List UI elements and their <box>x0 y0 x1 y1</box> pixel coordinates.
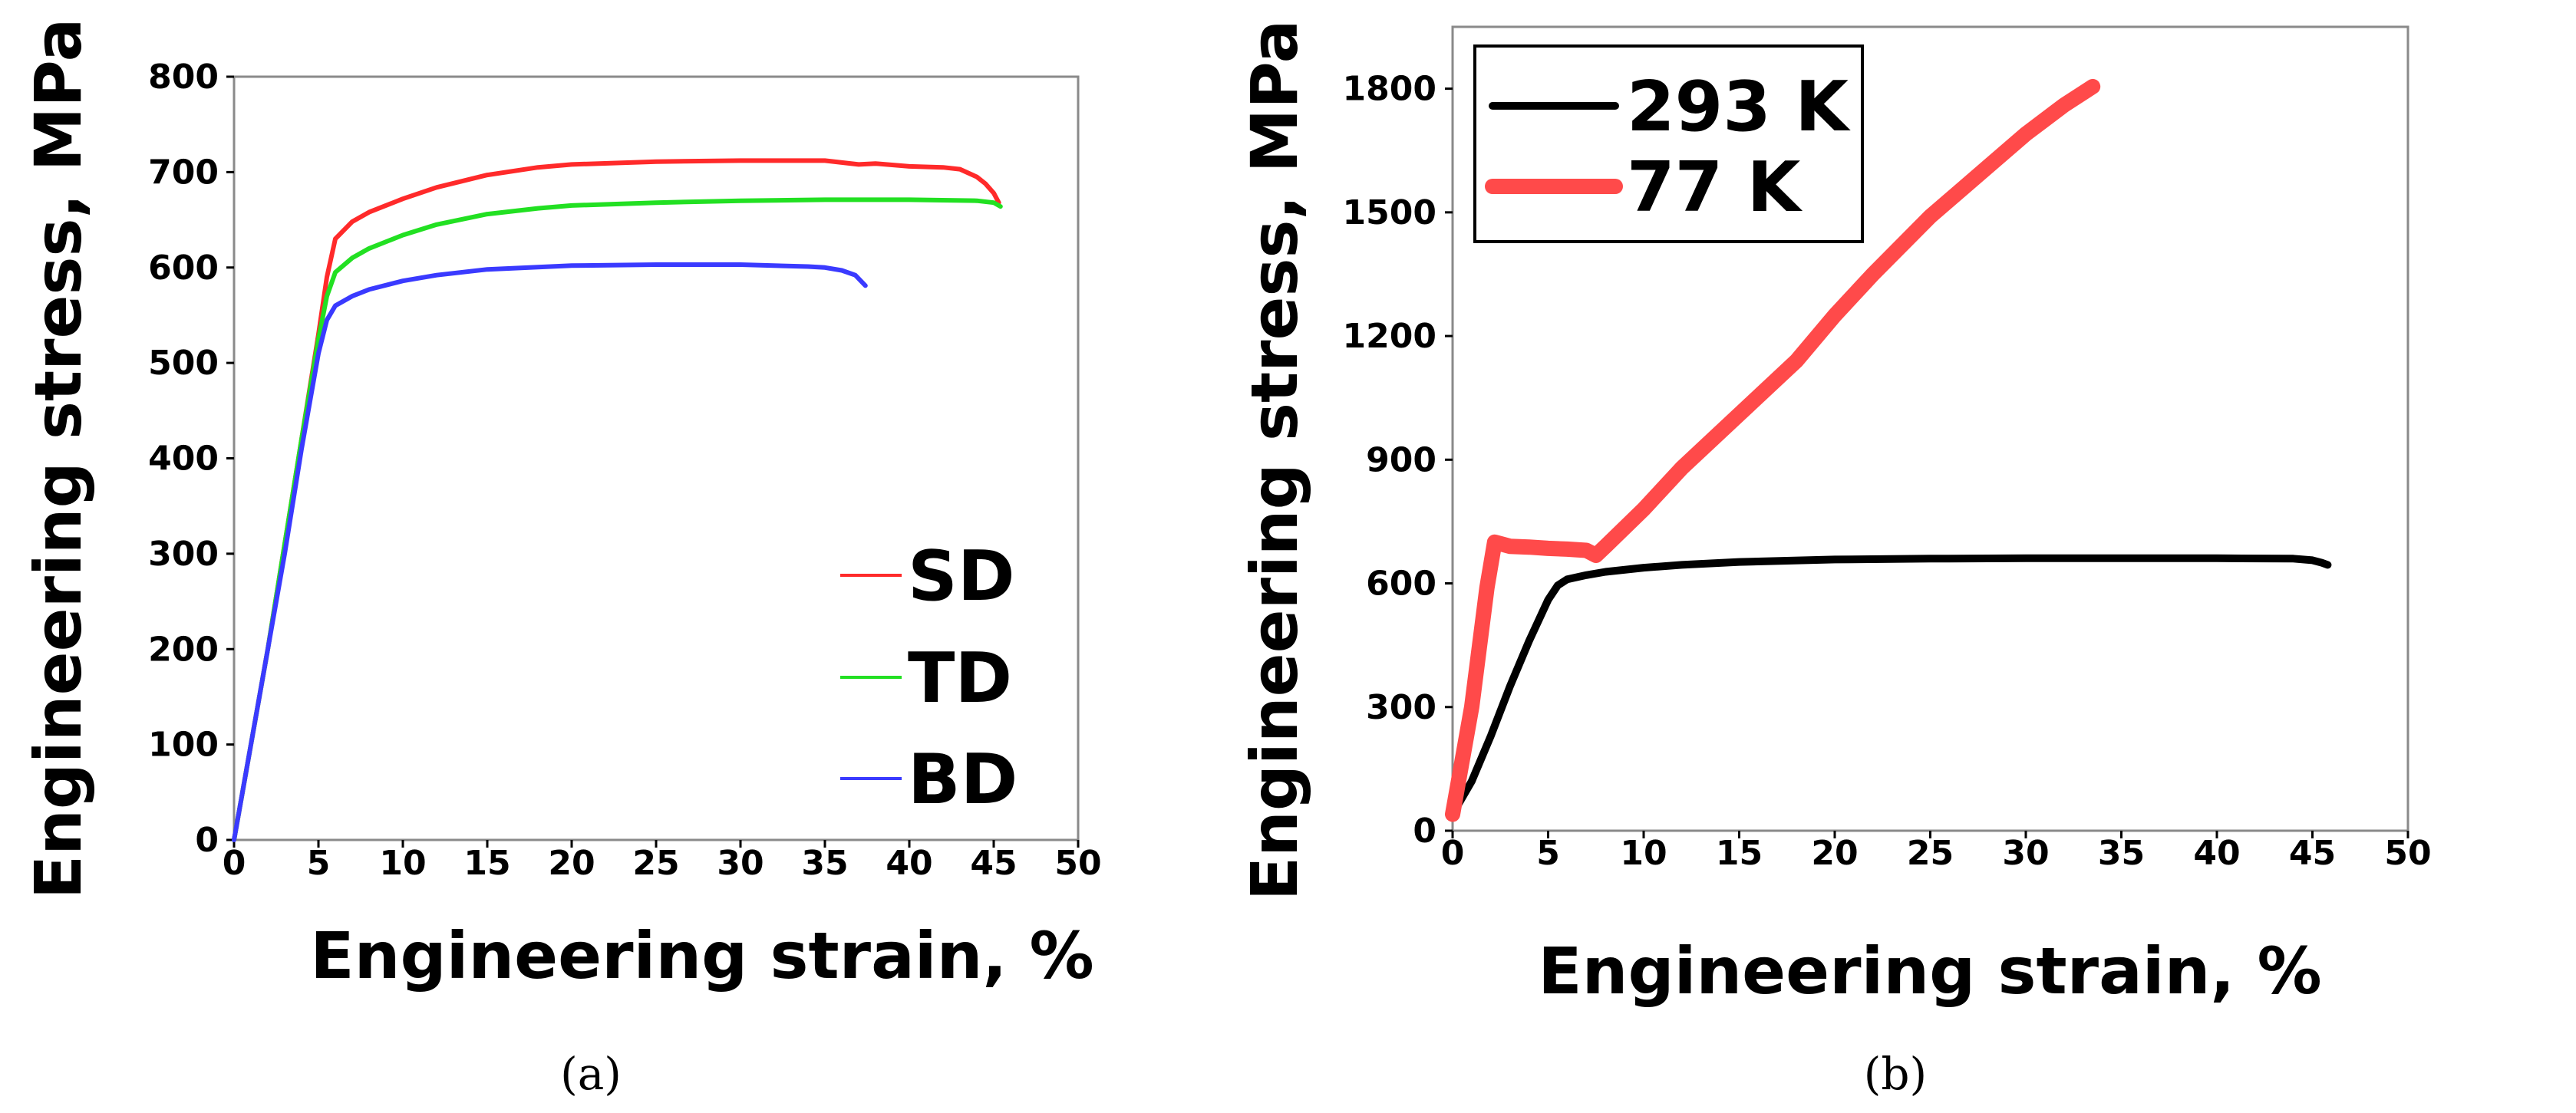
a-x-tick-label: 15 <box>463 844 510 883</box>
b-y-tick-label: 1500 <box>1343 193 1436 232</box>
legend-a-label-td: TD <box>908 638 1012 719</box>
legend-a-label-bd: BD <box>908 739 1018 820</box>
a-x-tick-label: 45 <box>970 844 1017 883</box>
a-x-tick-label: 30 <box>717 844 764 883</box>
y-axis-title-b: Engineering stress, MPa <box>1237 20 1312 901</box>
b-y-tick-label: 0 <box>1413 812 1436 851</box>
a-x-tick-label: 50 <box>1054 844 1101 883</box>
b-x-tick-label: 20 <box>1811 834 1858 873</box>
x-axis-title-a: Engineering strain, % <box>310 918 1093 993</box>
b-y-tick-label: 900 <box>1366 440 1436 479</box>
caption-b: (b) <box>1864 1048 1927 1100</box>
series-line-293-k <box>1449 554 2332 818</box>
y-axis-title-a: Engineering stress, MPa <box>21 18 96 900</box>
series-line-bd <box>232 262 868 842</box>
series-line-77-k <box>1445 78 2101 822</box>
caption-a: (a) <box>560 1048 622 1100</box>
a-y-tick-label: 800 <box>148 58 219 97</box>
legend-b-label-293k: 293 K <box>1627 67 1851 147</box>
b-x-tick-label: 45 <box>2289 834 2336 873</box>
b-y-tick-label: 1200 <box>1343 317 1436 356</box>
a-ticks <box>226 75 1080 848</box>
a-y-tick-label: 200 <box>148 630 219 669</box>
a-x-tick-label: 10 <box>379 844 426 883</box>
legend-a-label-sd: SD <box>908 536 1015 617</box>
a-x-tick-label: 20 <box>548 844 595 883</box>
a-x-tick-label: 0 <box>223 844 246 883</box>
legend-b: 293 K 77 K <box>1473 44 1864 243</box>
a-y-tick-label: 0 <box>195 821 219 860</box>
a-lines <box>232 158 1003 842</box>
b-lines <box>1445 78 2332 822</box>
x-axis-title-b: Engineering strain, % <box>1538 934 2321 1009</box>
b-x-tick-label: 40 <box>2193 834 2240 873</box>
b-x-tick-label: 5 <box>1536 834 1560 873</box>
a-x-tick-label: 25 <box>632 844 679 883</box>
a-y-tick-label: 400 <box>148 440 219 479</box>
b-x-tick-label: 0 <box>1441 834 1465 873</box>
a-y-tick-label: 100 <box>148 726 219 765</box>
b-x-tick-label: 10 <box>1620 834 1667 873</box>
b-x-tick-label: 15 <box>1716 834 1763 873</box>
b-x-tick-label: 30 <box>2002 834 2049 873</box>
a-x-tick-label: 5 <box>307 844 331 883</box>
panel-a: 0 5 10 15 20 25 30 35 40 45 5001002003004005006007… <box>21 18 1102 1100</box>
b-ticklabels: 0 5 10 15 20 25 30 35 40 45 50 0 300 600 900 1200 1500 18… <box>1343 70 2432 873</box>
a-y-tick-label: 300 <box>148 535 219 574</box>
b-ticks <box>1445 87 2409 838</box>
a-x-tick-label: 40 <box>886 844 932 883</box>
a-x-tick-label: 35 <box>801 844 848 883</box>
a-y-tick-label: 500 <box>148 344 219 383</box>
b-y-tick-label: 1800 <box>1343 70 1436 109</box>
b-x-tick-label: 35 <box>2098 834 2145 873</box>
a-ticklabels: 0 5 10 15 20 25 30 35 40 45 5001002003004005006007… <box>148 58 1101 883</box>
legend-b-label-77k: 77 K <box>1627 147 1803 228</box>
b-y-tick-label: 600 <box>1366 565 1436 604</box>
legend-b-frame <box>1473 44 1864 243</box>
a-y-tick-label: 700 <box>148 153 219 192</box>
plot-area-a <box>233 75 1080 841</box>
a-y-tick-label: 600 <box>148 249 219 288</box>
b-y-tick-label: 300 <box>1366 688 1436 727</box>
legend-a: SD TD BD <box>840 536 1018 820</box>
b-x-tick-label: 25 <box>1907 834 1954 873</box>
panel-b: 0 5 10 15 20 25 30 35 40 45 50 0 300 600 900 1200 1500 18… <box>1237 20 2432 1100</box>
b-x-tick-label: 50 <box>2384 834 2431 873</box>
